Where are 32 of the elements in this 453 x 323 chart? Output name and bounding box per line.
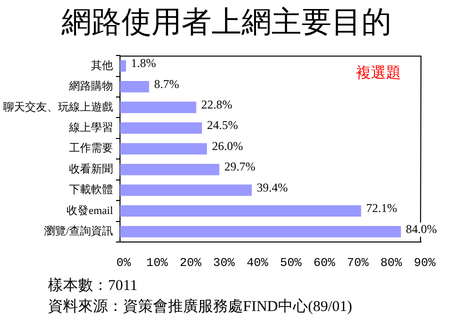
source-note: 資料來源：資策會推廣服務處FIND中心(89/01) <box>48 297 354 317</box>
data-label: 24.5% <box>206 118 238 132</box>
data-label: 29.7% <box>224 160 256 174</box>
y-tick-label: 收發email <box>66 204 113 217</box>
x-tick-label: 0% <box>116 256 131 270</box>
x-tick-label: 40% <box>246 256 268 270</box>
data-label: 1.8% <box>131 56 156 70</box>
x-tick-label: 50% <box>280 256 302 270</box>
data-label: 84.0% <box>406 222 437 236</box>
data-label: 39.4% <box>256 180 288 194</box>
y-tick-label: 工作需要 <box>69 142 113 155</box>
y-tick-label: 聊天交友、玩線上遊戲 <box>3 100 113 114</box>
text: 樣本數：7011 <box>48 276 138 296</box>
y-tick-label: 瀏覽/查詢資訊 <box>44 224 113 238</box>
y-tick-label: 收看新聞 <box>69 162 113 176</box>
chart-title: 網路使用者上網主要目的 <box>60 5 392 41</box>
x-tick-label: 30% <box>213 256 235 270</box>
data-label: 26.0% <box>212 138 243 153</box>
data-label: 8.7% <box>154 76 180 91</box>
annotation: 複選題 <box>356 64 401 82</box>
data-label: 22.8% <box>201 98 232 112</box>
x-tick-label: 60% <box>313 256 336 270</box>
y-tick-label: 網路購物 <box>68 80 113 93</box>
x-tick-label: 10% <box>146 256 168 270</box>
data-label: 72.1% <box>366 201 398 216</box>
x-tick-label: 20% <box>180 256 202 270</box>
y-tick-label: 線上學習 <box>68 120 113 134</box>
x-tick-label: 70% <box>346 256 369 270</box>
x-tick-label: 90% <box>414 256 436 270</box>
y-tick-label: 其他 <box>91 58 113 72</box>
y-tick-label: 下載軟體 <box>69 183 113 196</box>
x-tick-label: 80% <box>380 256 402 270</box>
